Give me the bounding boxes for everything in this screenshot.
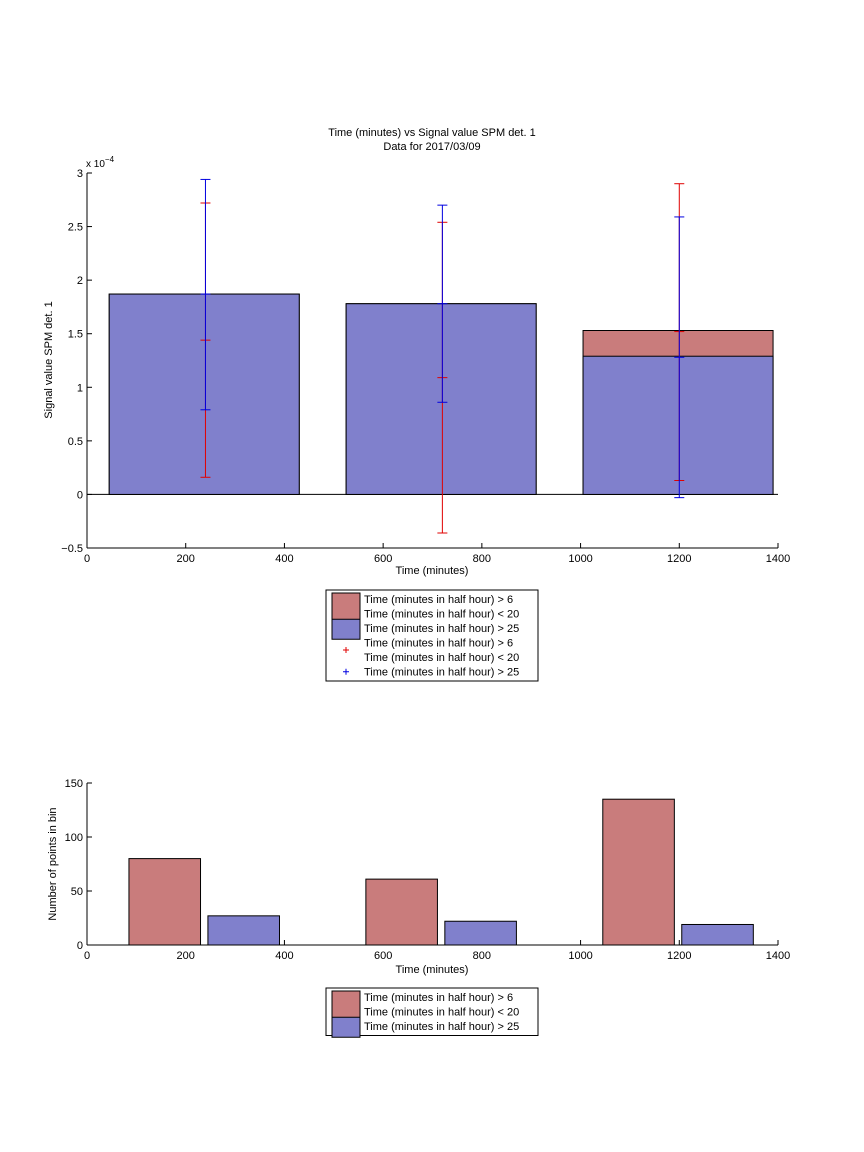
legend-label: Time (minutes in half hour) < 20 (364, 609, 519, 621)
legend-swatch-blue (331, 1016, 361, 1038)
legend-label: Time (minutes in half hour) > 6 (364, 638, 513, 650)
y-tick-label: 150 (65, 778, 83, 790)
legend-label: Time (minutes in half hour) < 20 (364, 1007, 519, 1019)
y-tick-label: 3 (77, 168, 83, 180)
bottom-y-axis-label: Number of points in bin (47, 807, 59, 920)
bar-red (365, 878, 438, 946)
top-y-axis-label: Signal value SPM det. 1 (43, 301, 55, 418)
top-y-exponent: x 10−4 (86, 155, 115, 170)
bar-blue (345, 303, 537, 495)
legend-label: Time (minutes in half hour) > 6 (364, 992, 513, 1004)
bar-red (128, 858, 202, 946)
x-tick-label: 600 (374, 950, 392, 962)
bar-blue (108, 293, 300, 495)
x-tick-label: 200 (177, 553, 195, 565)
top-x-axis-label: Time (minutes) (396, 565, 469, 577)
bar-blue (444, 920, 517, 946)
top-chart-title: Time (minutes) vs Signal value SPM det. … (328, 127, 535, 139)
bar-blue (582, 355, 774, 495)
legend-label: Time (minutes in half hour) < 20 (364, 652, 519, 664)
y-tick-label: 2 (77, 275, 83, 287)
y-tick-label: 0.5 (68, 436, 83, 448)
y-tick-label: 100 (65, 832, 83, 844)
x-tick-label: 600 (374, 553, 392, 565)
top-legend: Time (minutes in half hour) > 6 Time (min… (325, 589, 539, 682)
legend-box (325, 987, 539, 1036)
x-tick-label: 1000 (568, 950, 592, 962)
bottom-x-axis-label: Time (minutes) (396, 964, 469, 976)
y-tick-label: 1.5 (68, 329, 83, 341)
x-tick-label: 1000 (568, 553, 592, 565)
x-tick-label: 800 (473, 553, 491, 565)
x-tick-label: 0 (84, 553, 90, 565)
legend-label: Time (minutes in half hour) > 25 (364, 1021, 519, 1033)
bottom-legend: Time (minutes in half hour) > 6 Time (min… (325, 987, 539, 1038)
top-y-exponent-power: −4 (105, 155, 115, 164)
x-tick-label: 400 (275, 950, 293, 962)
legend-label: Time (minutes in half hour) > 25 (364, 667, 519, 679)
x-tick-label: 1200 (667, 553, 691, 565)
y-tick-label: 0 (77, 940, 83, 952)
legend-label: Time (minutes in half hour) > 6 (364, 594, 513, 606)
x-tick-label: 800 (473, 950, 491, 962)
bar-blue (681, 923, 754, 946)
legend-swatch-red (331, 990, 361, 1021)
top-chart-subtitle: Data for 2017/03/09 (383, 141, 480, 153)
y-tick-label: 2.5 (68, 222, 83, 234)
bottom-plot-area: 0 200 400 600 800 1000 1200 1400 0 50 100 150 (65, 778, 791, 962)
x-tick-label: 1400 (766, 553, 790, 565)
x-tick-label: 200 (177, 950, 195, 962)
y-tick-label: −0.5 (61, 543, 83, 555)
bar-blue (207, 915, 280, 946)
y-tick-label: 1 (77, 382, 83, 394)
legend-swatch-red (331, 592, 361, 623)
y-tick-label: 50 (71, 886, 83, 898)
y-tick-label: 0 (77, 489, 83, 501)
legend-label: Time (minutes in half hour) > 25 (364, 623, 519, 635)
x-tick-label: 1200 (667, 950, 691, 962)
x-tick-label: 0 (84, 950, 90, 962)
top-y-exponent-base: x 10 (86, 159, 105, 170)
x-tick-label: 1400 (766, 950, 790, 962)
bar-red (602, 798, 675, 946)
x-tick-label: 400 (275, 553, 293, 565)
legend-swatch-blue (331, 618, 361, 640)
top-plot-area: 0 200 400 600 800 1000 1200 1400−0.500.511.522.… (61, 168, 790, 565)
legend-box (325, 589, 539, 682)
